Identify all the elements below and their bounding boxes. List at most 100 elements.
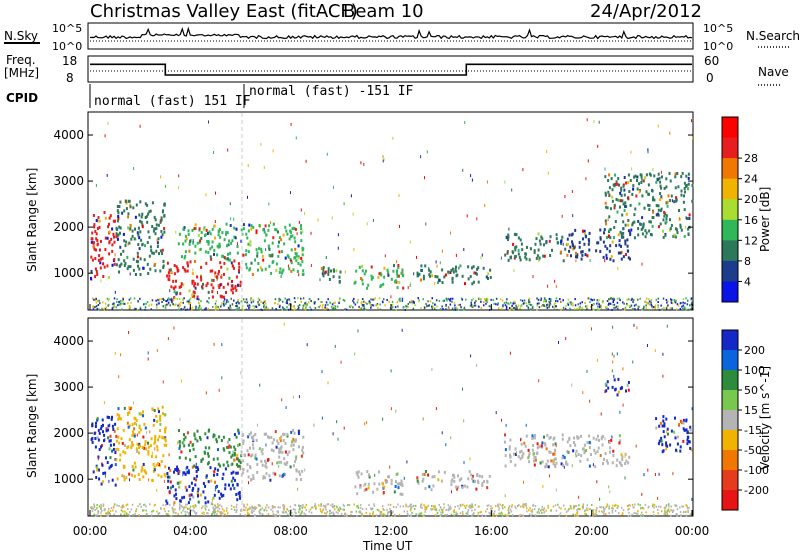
- data-cell: [572, 244, 574, 248]
- data-cell: [536, 451, 539, 455]
- ground-scatter-cell: [383, 298, 385, 301]
- data-cell: [616, 210, 619, 214]
- data-cell: [680, 189, 683, 193]
- ground-scatter-cell: [402, 505, 404, 508]
- ground-scatter-cell: [225, 302, 227, 305]
- data-cell: [536, 442, 539, 446]
- ground-scatter-cell: [327, 303, 329, 306]
- ground-scatter-cell: [589, 301, 591, 304]
- data-cell: [460, 477, 463, 481]
- data-cell: [212, 457, 215, 461]
- data-cell: [568, 249, 571, 253]
- ground-scatter-cell: [366, 302, 368, 305]
- ground-scatter-cell: [613, 306, 615, 309]
- ground-scatter-cell: [96, 504, 98, 506]
- ground-scatter-cell: [344, 308, 346, 311]
- ground-scatter-cell: [560, 308, 562, 311]
- ground-scatter-cell: [93, 306, 95, 308]
- data-cell: [396, 272, 399, 276]
- ground-scatter-cell: [174, 297, 176, 300]
- data-cell: [658, 225, 660, 229]
- ground-scatter-cell: [235, 305, 237, 307]
- ground-scatter-cell: [578, 504, 580, 507]
- data-cell: [581, 253, 584, 257]
- ground-scatter-cell: [412, 300, 414, 303]
- ground-scatter-cell: [612, 299, 615, 302]
- ground-scatter-cell: [588, 515, 591, 518]
- ground-scatter-cell: [399, 300, 401, 303]
- data-cell: [137, 233, 140, 237]
- ground-scatter-cell: [519, 299, 522, 302]
- ground-scatter-cell: [183, 506, 185, 509]
- data-cell: [638, 202, 641, 206]
- data-cell: [193, 227, 196, 231]
- ground-scatter-cell: [213, 508, 215, 510]
- ground-scatter-cell: [324, 308, 326, 310]
- ground-scatter-cell: [640, 507, 642, 510]
- ground-scatter-cell: [498, 512, 500, 515]
- data-cell: [141, 212, 144, 216]
- ground-scatter-cell: [185, 503, 187, 506]
- ground-scatter-cell: [631, 513, 633, 516]
- data-cell: [420, 278, 422, 282]
- colorbar-swatch: [722, 410, 738, 431]
- data-cell: [652, 210, 655, 214]
- data-cell: [238, 443, 241, 447]
- data-cell: [237, 431, 240, 435]
- ground-scatter-cell: [502, 504, 504, 507]
- ground-scatter-cell: [574, 298, 576, 301]
- data-cell: [124, 451, 127, 455]
- ground-scatter-cell: [302, 506, 304, 509]
- ground-scatter-cell: [149, 503, 151, 506]
- ground-scatter-cell: [305, 509, 308, 512]
- ground-scatter-cell: [682, 298, 685, 300]
- data-cell: [565, 243, 568, 247]
- data-cell: [245, 262, 248, 266]
- data-cell: [290, 269, 293, 273]
- colorbar-tick-label: 24: [744, 173, 758, 186]
- data-cell: [204, 250, 207, 254]
- ground-scatter-cell: [182, 308, 184, 311]
- ground-scatter-cell: [513, 300, 515, 303]
- ground-scatter-cell: [111, 307, 114, 310]
- ground-scatter-cell: [91, 297, 94, 300]
- data-cell: [687, 176, 690, 180]
- data-cell: [294, 256, 297, 259]
- ground-scatter-cell: [257, 297, 260, 300]
- ground-scatter-cell: [543, 511, 546, 514]
- ground-scatter-cell: [459, 505, 462, 507]
- data-cell: [185, 237, 188, 241]
- speckle-cell: [592, 463, 594, 467]
- ground-scatter-cell: [235, 510, 238, 513]
- ground-scatter-cell: [245, 308, 248, 311]
- data-cell: [162, 436, 164, 440]
- ground-scatter-cell: [378, 509, 380, 512]
- ground-scatter-cell: [486, 508, 489, 511]
- ground-scatter-cell: [418, 300, 420, 303]
- data-cell: [250, 224, 253, 228]
- ground-scatter-cell: [334, 301, 336, 304]
- data-cell: [290, 430, 293, 434]
- data-cell: [148, 254, 151, 258]
- data-cell: [633, 175, 636, 179]
- data-cell: [386, 268, 389, 272]
- data-cell: [102, 262, 105, 266]
- data-cell: [272, 260, 275, 264]
- ground-scatter-cell: [126, 503, 129, 506]
- speckle-cell: [306, 343, 308, 347]
- data-cell: [295, 468, 298, 472]
- speckle-cell: [297, 487, 299, 491]
- data-cell: [144, 202, 147, 206]
- data-cell: [235, 288, 238, 292]
- data-cell: [236, 453, 239, 457]
- ground-scatter-cell: [298, 306, 300, 309]
- data-cell: [232, 476, 235, 480]
- ground-scatter-cell: [637, 305, 639, 308]
- ground-scatter-cell: [387, 511, 389, 514]
- data-cell: [662, 235, 665, 239]
- data-cell: [401, 484, 404, 488]
- data-cell: [466, 485, 469, 489]
- ground-scatter-cell: [140, 505, 142, 508]
- ground-scatter-cell: [691, 301, 693, 304]
- ground-scatter-cell: [586, 305, 588, 307]
